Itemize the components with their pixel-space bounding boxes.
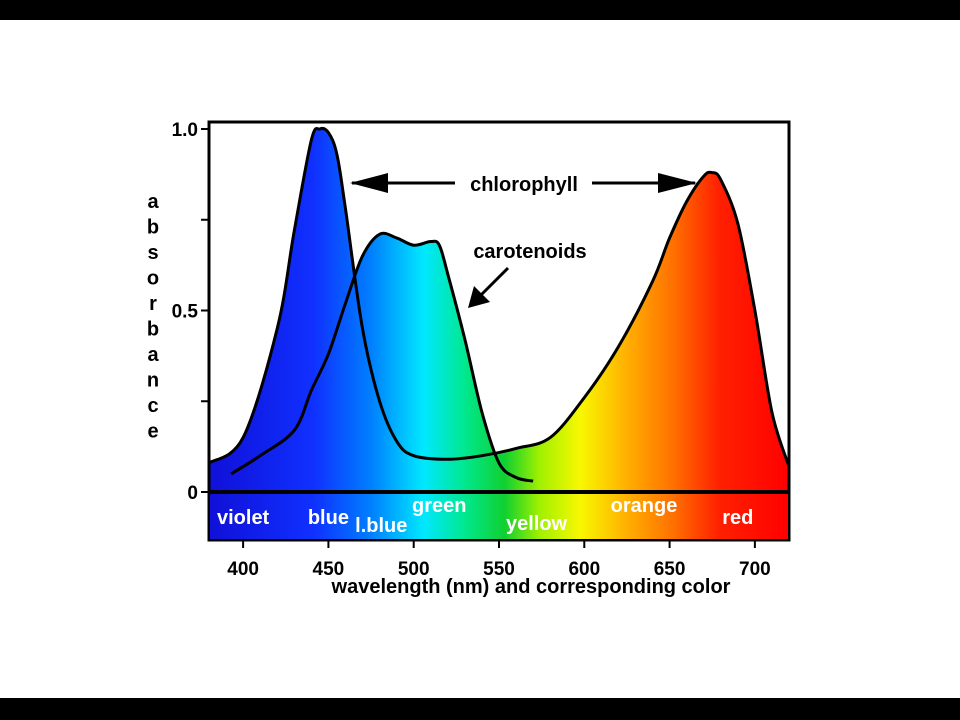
color-band-label-orange: orange [611,495,678,517]
x-tick-label: 600 [568,559,600,580]
y-tick-label: 1.0 [172,120,198,141]
chlorophyll-arrowhead-right [658,173,697,193]
y-tick-label: 0.5 [172,302,199,323]
carotenoids-arrowhead [468,286,490,308]
y-axis-title-letter: e [147,421,158,443]
y-axis-title-letter: s [147,242,158,264]
y-axis-title-letter: b [147,217,159,239]
y-axis-ticks: 1.0 0.5 0 [172,120,209,504]
chlorophyll-annotation: chlorophyll [350,173,697,196]
y-tick-label: 0 [187,483,198,504]
y-axis-title-letter: n [147,370,159,392]
x-tick-label: 650 [654,559,686,580]
x-tick-label: 550 [483,559,515,580]
carotenoids-curve [230,231,534,483]
chlorophyll-label: chlorophyll [470,174,578,196]
color-band-label-lblue: l.blue [355,515,407,537]
x-tick-label: 400 [227,559,259,580]
y-axis-title-letter: o [147,268,159,290]
top-black-bar [0,0,960,20]
y-axis-title-letter: a [147,191,159,213]
slide-canvas [0,20,960,698]
plot-fills [209,128,789,492]
x-axis-title: wavelength (nm) and corresponding color [331,576,731,598]
chlorophyll-arrowhead-left [350,173,388,193]
color-band-label-blue: blue [308,507,349,529]
chlorophyll-fill [209,128,789,492]
x-tick-label: 450 [313,559,345,580]
color-band-label-green: green [412,495,466,517]
x-tick-label: 500 [398,559,430,580]
y-axis-title-letter: a [147,344,159,366]
y-axis-title-letter: c [147,395,158,417]
color-band-label-yellow: yellow [506,513,568,535]
color-band-strip [210,494,788,539]
x-tick-label: 700 [739,559,771,580]
chlorophyll-curve [208,126,791,468]
color-band-label-red: red [722,507,753,529]
bottom-black-bar [0,698,960,720]
y-axis-title-letter: r [149,293,157,315]
x-axis-ticks: 400 450 500 550 600 650 700 [227,540,771,580]
color-band-label-violet: violet [217,507,270,529]
y-axis-title-letter: b [147,319,159,341]
carotenoids-label: carotenoids [473,241,586,263]
carotenoids-annotation: carotenoids [468,241,587,308]
